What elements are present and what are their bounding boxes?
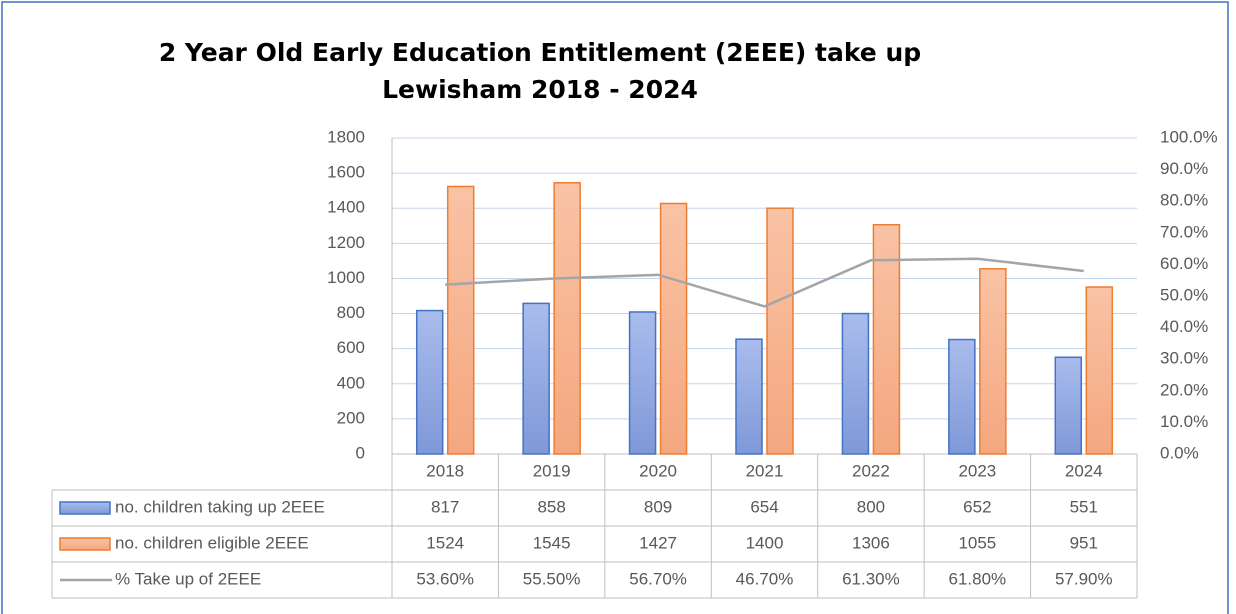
y-tick-label: 1200: [327, 233, 365, 252]
table-value: 951: [1070, 533, 1098, 552]
table-value: 1545: [533, 533, 571, 552]
bar: [1054, 356, 1083, 455]
y-tick-label: 600: [337, 338, 365, 357]
y2-tick-label: 30.0%: [1160, 349, 1208, 368]
bar: [553, 182, 581, 455]
y2-tick-label: 90.0%: [1160, 159, 1208, 178]
bar: [872, 223, 901, 455]
x-tick-label: 2018: [426, 461, 464, 480]
x-tick-label: 2020: [639, 461, 677, 480]
y2-tick-label: 40.0%: [1160, 317, 1208, 336]
table-value: 57.90%: [1055, 569, 1113, 588]
legend-label: no. children eligible 2EEE: [115, 533, 309, 552]
table-value: 1400: [746, 533, 784, 552]
y2-tick-label: 60.0%: [1160, 254, 1208, 273]
bar: [948, 338, 976, 455]
y2-tick-label: 70.0%: [1160, 222, 1208, 241]
y-tick-label: 800: [337, 303, 365, 322]
table-value: 56.70%: [629, 569, 687, 588]
legend-key: [59, 537, 111, 551]
table-value: 53.60%: [416, 569, 474, 588]
y-tick-label: 0: [356, 443, 365, 462]
bar: [659, 202, 688, 455]
y2-tick-label: 20.0%: [1160, 380, 1208, 399]
x-tick-label: 2019: [533, 461, 571, 480]
x-tick-label: 2024: [1065, 461, 1103, 480]
bar: [979, 268, 1007, 455]
table-value: 858: [537, 497, 565, 516]
table-value: 61.30%: [842, 569, 900, 588]
bar: [841, 312, 870, 455]
y2-tick-label: 100.0%: [1160, 127, 1218, 146]
bar: [766, 207, 794, 455]
legend-key: [59, 501, 111, 515]
legend-label: no. children taking up 2EEE: [115, 497, 325, 516]
table-value: 1306: [852, 533, 890, 552]
y-tick-label: 200: [337, 408, 365, 427]
table-value: 61.80%: [949, 569, 1007, 588]
table-value: 652: [963, 497, 991, 516]
table-value: 800: [857, 497, 885, 516]
y2-tick-label: 10.0%: [1160, 412, 1208, 431]
bar: [522, 302, 550, 455]
y2-tick-label: 50.0%: [1160, 285, 1208, 304]
y-tick-label: 1400: [327, 198, 365, 217]
y-tick-label: 1600: [327, 163, 365, 182]
bar: [735, 338, 763, 455]
y-tick-label: 1800: [327, 127, 365, 146]
table-value: 1055: [958, 533, 996, 552]
table-value: 654: [750, 497, 778, 516]
x-tick-label: 2022: [852, 461, 890, 480]
bar: [628, 311, 657, 455]
table-value: 551: [1070, 497, 1098, 516]
bar: [415, 309, 444, 455]
table-value: 1524: [426, 533, 464, 552]
y2-tick-label: 80.0%: [1160, 191, 1208, 210]
legend-label: % Take up of 2EEE: [115, 569, 261, 588]
table-value: 1427: [639, 533, 677, 552]
table-value: 55.50%: [523, 569, 581, 588]
bar: [446, 185, 475, 455]
line: [445, 257, 1084, 308]
table-value: 817: [431, 497, 459, 516]
y2-tick-label: 0.0%: [1160, 443, 1199, 462]
chart-title: Lewisham 2018 - 2024: [382, 75, 698, 104]
x-tick-label: 2021: [746, 461, 784, 480]
table-value: 46.70%: [736, 569, 794, 588]
table-value: 809: [644, 497, 672, 516]
y-tick-label: 400: [337, 373, 365, 392]
chart-title: 2 Year Old Early Education Entitlement (…: [159, 38, 921, 67]
bar: [1085, 286, 1114, 455]
y-tick-label: 1000: [327, 268, 365, 287]
x-tick-label: 2023: [958, 461, 996, 480]
